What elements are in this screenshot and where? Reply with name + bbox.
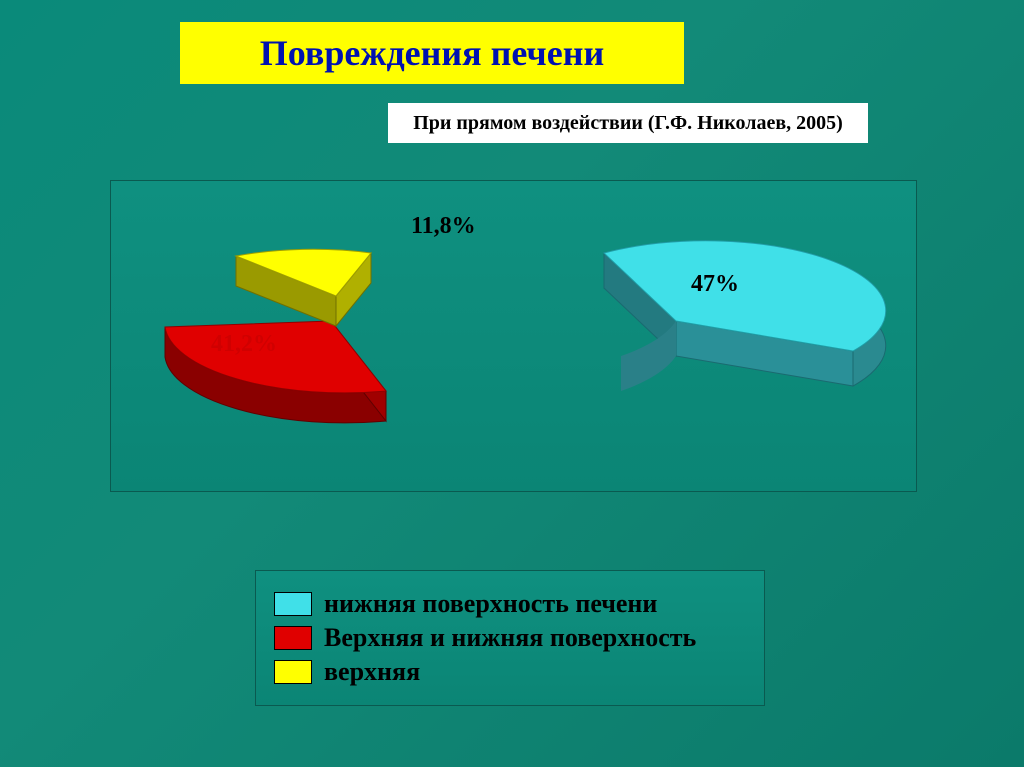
pie-slice-side-cyan-bottom: [621, 321, 676, 391]
pie-label-yellow: 11,8%: [411, 213, 476, 239]
legend-item-yellow: верхняя: [274, 657, 746, 687]
subtitle-box: При прямом воздействии (Г.Ф. Николаев, 2…: [388, 103, 868, 143]
legend-label-yellow: верхняя: [324, 657, 420, 687]
legend-container: нижняя поверхность печени Верхняя и нижн…: [255, 570, 765, 706]
slide: Повреждения печени При прямом воздействи…: [0, 0, 1024, 767]
legend-label-red: Верхняя и нижняя поверхность: [324, 623, 696, 653]
pie-label-cyan: 47%: [691, 271, 739, 297]
slide-subtitle: При прямом воздействии (Г.Ф. Николаев, 2…: [413, 112, 843, 135]
legend-swatch-cyan: [274, 592, 312, 616]
legend-swatch-yellow: [274, 660, 312, 684]
pie-chart-svg: 11,8% 47% 41,2%: [111, 181, 916, 491]
slide-title: Повреждения печени: [260, 32, 604, 74]
legend-swatch-red: [274, 626, 312, 650]
legend-item-cyan: нижняя поверхность печени: [274, 589, 746, 619]
legend-item-red: Верхняя и нижняя поверхность: [274, 623, 746, 653]
pie-chart-container: 11,8% 47% 41,2%: [110, 180, 917, 492]
pie-label-red: 41,2%: [211, 331, 277, 357]
legend-label-cyan: нижняя поверхность печени: [324, 589, 657, 619]
title-box: Повреждения печени: [180, 22, 684, 84]
